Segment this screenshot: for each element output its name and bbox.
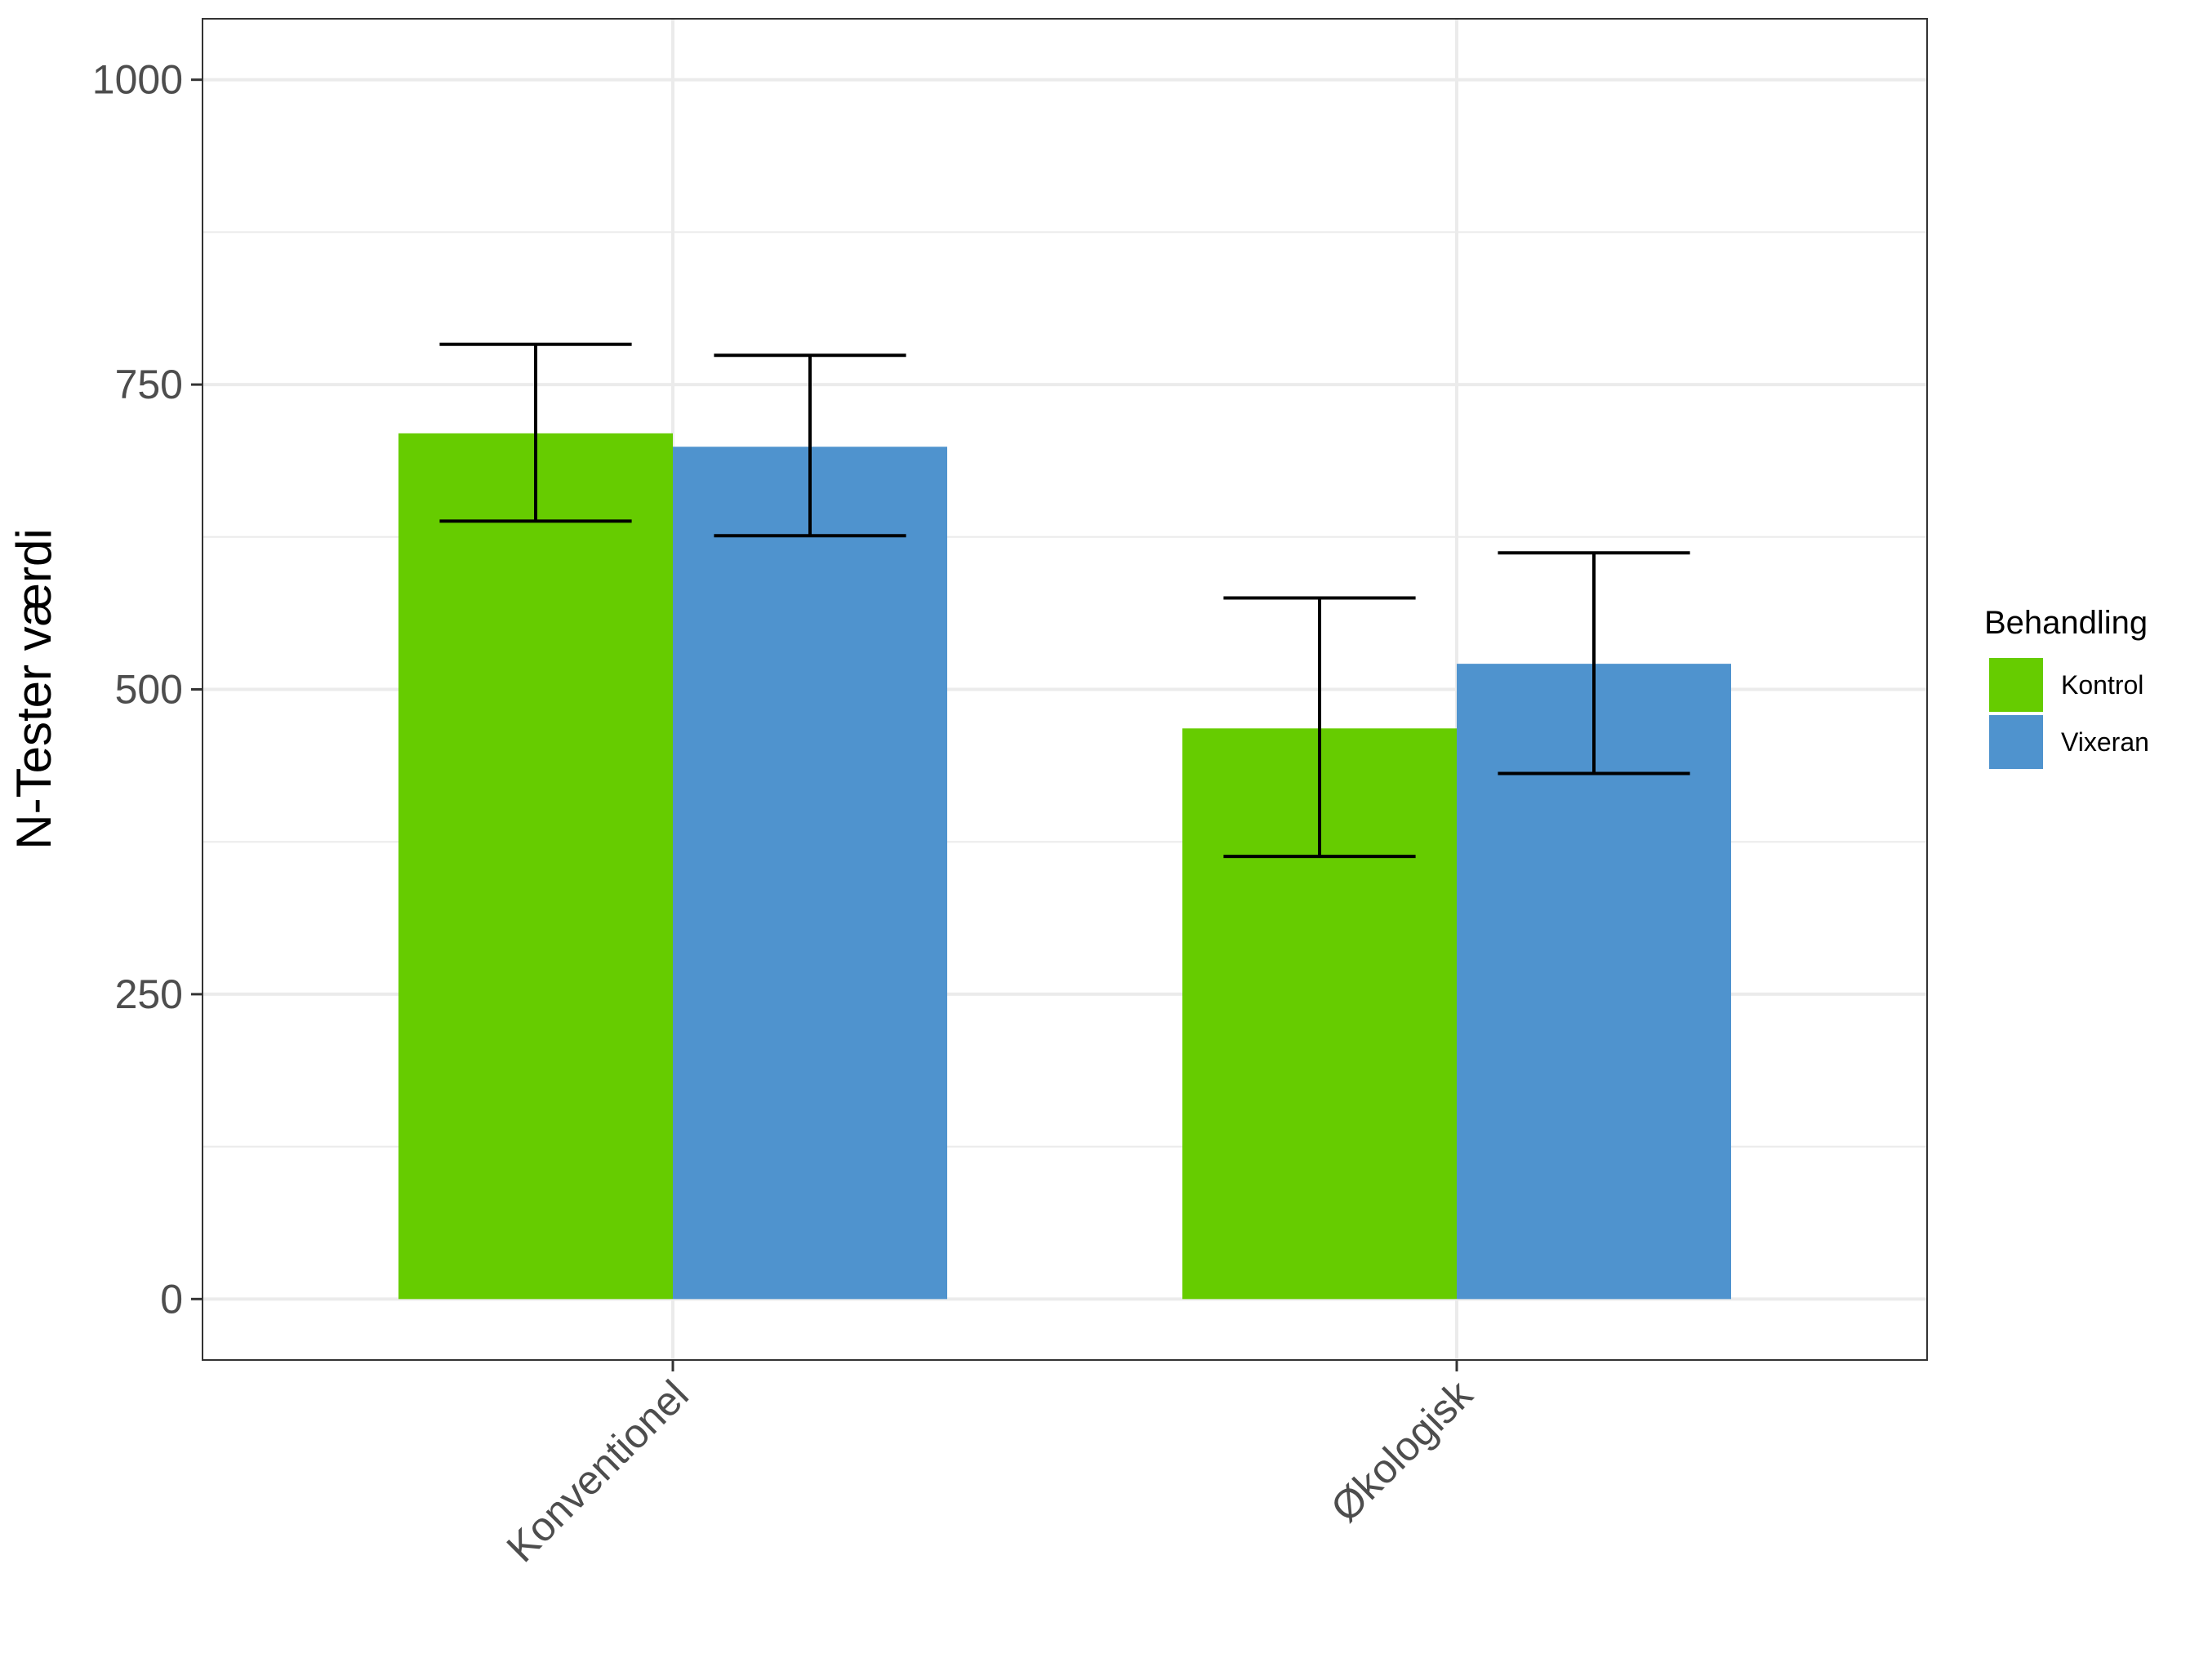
legend-item-kontrol: Kontrol: [1989, 658, 2143, 712]
bar-kontrol-0: [398, 433, 673, 1300]
legend-title: Behandling: [1984, 605, 2148, 641]
error-bars: [439, 342, 1690, 859]
y-tick-label: 250: [115, 971, 183, 1017]
legend-items: Kontrol Vixeran: [1989, 658, 2149, 769]
legend: Behandling Kontrol Vixeran: [1984, 605, 2149, 769]
legend-item-vixeran: Vixeran: [1989, 715, 2149, 769]
y-tick-label: 500: [115, 667, 183, 713]
legend-key-vixeran: [1989, 715, 2043, 769]
y-tick-label: 1000: [92, 57, 183, 103]
errorbar-vixeran-1: [1498, 551, 1690, 776]
legend-key-kontrol: [1989, 658, 2043, 712]
bar-vixeran-0: [673, 447, 947, 1300]
y-axis: 0 250 500 750 1000: [92, 57, 203, 1322]
legend-label-vixeran: Vixeran: [2061, 727, 2149, 757]
errorbar-kontrol-0: [439, 342, 632, 523]
bars: [398, 433, 1731, 1300]
errorbar-vixeran-0: [714, 353, 906, 538]
y-axis-title: N-Tester værdi: [7, 528, 61, 849]
y-tick-label: 750: [115, 362, 183, 407]
legend-label-kontrol: Kontrol: [2061, 670, 2143, 700]
y-tick-label: 0: [160, 1276, 183, 1322]
errorbar-kontrol-1: [1223, 596, 1416, 859]
